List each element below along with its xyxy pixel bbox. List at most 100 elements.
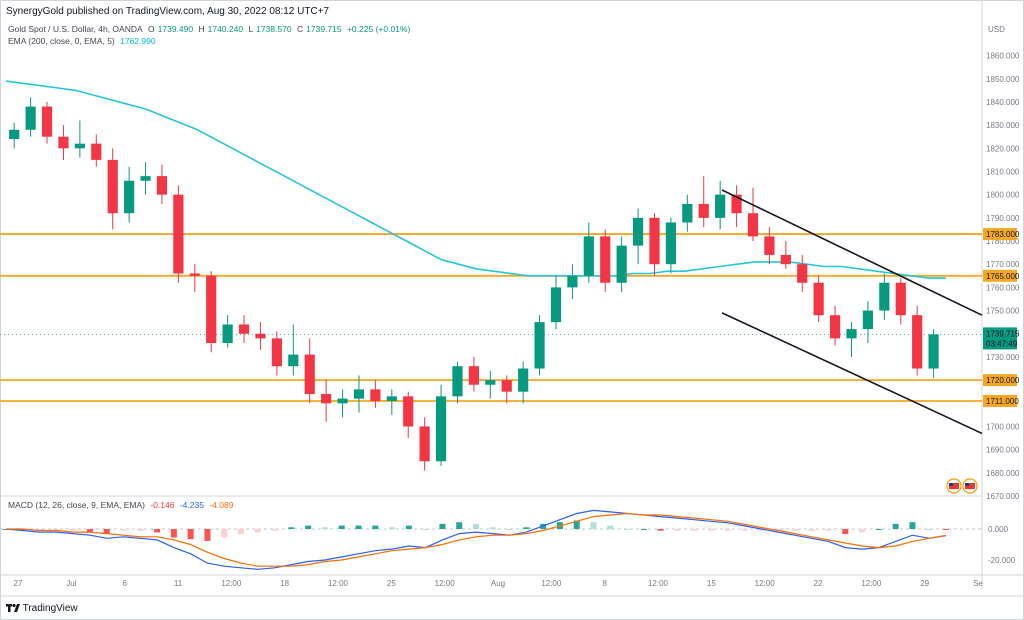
open-value: 1739.490: [157, 24, 194, 34]
ema-label[interactable]: EMA (200, close, 0, EMA, 5): [8, 36, 115, 46]
channel-upper-line: [721, 189, 983, 316]
candle-body: [764, 236, 775, 255]
time-axis: 27 Jul 6 11 12:00 18 12:00 25 12:00 Aug 12:00 8 12:0…: [14, 579, 984, 588]
macd-histogram-bar: [254, 529, 261, 533]
candle: [403, 391, 414, 439]
footer-brand[interactable]: TradingView: [6, 603, 78, 614]
candle-body: [468, 366, 479, 385]
close-label: C: [297, 24, 304, 34]
candle-body: [321, 394, 332, 404]
macd-histogram-bar: [489, 527, 496, 529]
candle: [731, 185, 742, 228]
candles: [9, 97, 939, 471]
candle: [206, 271, 217, 353]
macd-histogram-bar: [439, 523, 446, 529]
candle: [632, 208, 644, 265]
macd-histogram-bar: [808, 529, 815, 531]
candle: [583, 222, 594, 283]
candle-body: [912, 315, 923, 369]
level-price-tag: [983, 394, 1017, 407]
macd-legend: MACD (12, 26, close, 9, EMA, EMA) -0.146…: [8, 500, 236, 510]
candle: [9, 122, 20, 149]
macd-histogram-bar: [943, 529, 949, 530]
time-tick-label: 25: [387, 579, 396, 588]
candle: [107, 148, 118, 230]
candle-body: [353, 389, 365, 399]
candle-body: [895, 282, 906, 316]
candle-body: [649, 217, 660, 265]
price-tick-label: 1780.000: [986, 237, 1020, 246]
time-tick-label: Aug: [491, 579, 505, 588]
flag-canton: [949, 483, 953, 486]
macd-histogram-bar: [53, 529, 60, 531]
candle-body: [715, 194, 726, 218]
time-tick-label: 27: [14, 579, 23, 588]
candle-body: [91, 143, 102, 160]
candle-body: [632, 217, 644, 246]
price-tick-label: 1750.000: [986, 307, 1020, 316]
high-value: 1740.240: [207, 24, 244, 34]
level-price-tag-label: 1783.000: [986, 230, 1020, 239]
price-tick-label: 1680.000: [986, 469, 1020, 478]
macd-histogram-bar: [607, 525, 614, 529]
macd-histogram-bar: [321, 527, 328, 529]
macd-histogram-bar: [372, 525, 379, 529]
candle: [91, 134, 102, 167]
candle-body: [616, 245, 627, 283]
us-flag-event-icon: [962, 478, 978, 494]
time-tick-label: 12:00: [328, 579, 349, 588]
candle: [764, 227, 775, 265]
candle-body: [25, 106, 36, 130]
price-tick-label: 1860.000: [986, 52, 1020, 61]
candle: [58, 125, 69, 160]
candle: [912, 305, 923, 376]
candle: [140, 162, 151, 195]
ema-legend: EMA (200, close, 0, EMA, 5) 1762.990: [8, 36, 159, 46]
tradingview-logo-icon: [6, 604, 20, 613]
candle: [616, 236, 627, 293]
candle-body: [797, 264, 808, 283]
candle: [829, 305, 841, 346]
macd-histogram-bar: [86, 529, 93, 533]
candle: [649, 213, 660, 276]
candle: [321, 380, 332, 422]
candle: [435, 384, 447, 466]
candle-body: [780, 254, 791, 265]
macd-histogram-bar: [657, 529, 664, 531]
candle-body: [829, 315, 841, 339]
macd-histogram-bar: [221, 529, 228, 538]
price-tick-label: 1820.000: [986, 144, 1020, 153]
macd-label[interactable]: MACD (12, 26, close, 9, EMA, EMA): [8, 500, 145, 510]
price-tick-label: 1730.000: [986, 353, 1020, 362]
candle-body: [403, 396, 414, 427]
flag-stripes: [965, 483, 975, 489]
macd-histogram-bar: [859, 529, 866, 533]
candle-body: [271, 338, 282, 367]
candle: [879, 273, 890, 320]
level-price-tag: [983, 269, 1017, 282]
candle-body: [9, 129, 20, 140]
candle: [567, 264, 578, 299]
close-value: 1739.715: [306, 24, 342, 34]
macd-histogram-bar: [892, 523, 899, 529]
flag-stripes: [949, 483, 959, 489]
candle: [600, 229, 611, 293]
time-tick-label: 8: [602, 579, 607, 588]
candle-body: [501, 380, 512, 392]
candle: [698, 176, 709, 228]
macd-histogram-bar: [875, 529, 882, 530]
candle-body: [485, 380, 496, 385]
candle-body: [567, 275, 578, 288]
symbol-title[interactable]: Gold Spot / U.S. Dollar, 4h, OANDA: [8, 24, 143, 34]
candle-body: [682, 203, 693, 223]
macd-histogram-bar: [590, 522, 597, 529]
macd-histogram-bar: [238, 529, 244, 535]
candle: [928, 329, 939, 378]
macd-histogram-bar: [506, 529, 513, 530]
price-tick-label: 1770.000: [986, 260, 1020, 269]
candle: [715, 180, 726, 230]
candle-body: [747, 213, 759, 237]
time-tick-label: Jul: [66, 579, 76, 588]
candle-body: [419, 426, 430, 462]
